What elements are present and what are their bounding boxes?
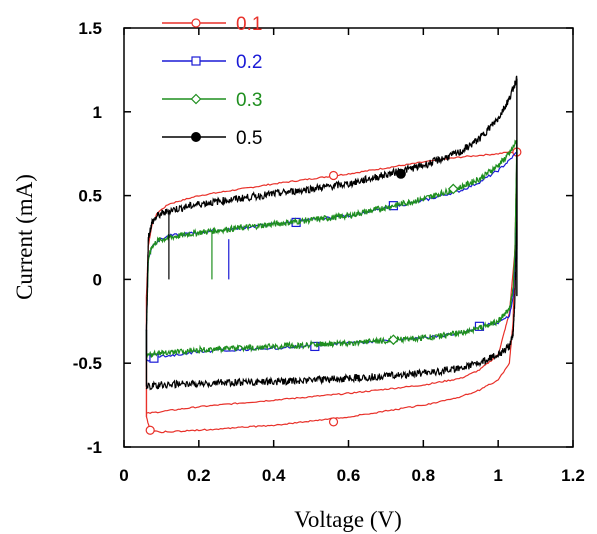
x-tick-label: 0.8 bbox=[412, 466, 436, 485]
series-marker bbox=[388, 334, 399, 346]
series-marker bbox=[191, 132, 201, 142]
x-tick-label: 1 bbox=[493, 466, 502, 485]
series-line-lower bbox=[146, 151, 518, 362]
series-line-upper bbox=[145, 139, 518, 329]
axes-layer: 0 0.2 0.4 0.6 0.8 1 1.2 -1 -0.5 0 0.5 1 1.5 bbox=[73, 19, 585, 485]
series-marker bbox=[328, 170, 339, 181]
series-marker bbox=[447, 183, 459, 195]
y-tick-label: 0 bbox=[93, 270, 102, 289]
series-0.1 bbox=[145, 147, 522, 435]
series-marker bbox=[191, 18, 201, 28]
x-axis-title: Voltage (V) bbox=[294, 507, 402, 532]
series-line-branch bbox=[146, 229, 518, 414]
series-marker bbox=[395, 168, 406, 179]
series-line-upper bbox=[145, 75, 518, 331]
series-0.5 bbox=[145, 75, 518, 391]
legend-label: 0.3 bbox=[236, 90, 262, 111]
legend: 0.1 0.2 0.3 0.5 bbox=[162, 14, 262, 149]
series-marker bbox=[190, 93, 202, 105]
series-marker bbox=[145, 425, 155, 435]
y-tick-label: 1 bbox=[93, 103, 102, 122]
y-axis-title: Current (mA) bbox=[12, 174, 37, 300]
y-tick-label: 0.5 bbox=[78, 187, 102, 206]
series-line-lower bbox=[145, 151, 518, 434]
x-tick-label: 0.6 bbox=[337, 466, 361, 485]
y-tick-label: 1.5 bbox=[78, 19, 102, 38]
x-tick-label: 0.4 bbox=[262, 466, 286, 485]
series-line-lower bbox=[145, 140, 518, 359]
series-marker bbox=[191, 56, 201, 66]
legend-label: 0.5 bbox=[236, 128, 262, 149]
legend-label: 0.1 bbox=[236, 14, 262, 35]
series-marker bbox=[328, 417, 339, 427]
series-layer bbox=[145, 75, 522, 435]
y-tick-label: -1 bbox=[87, 438, 102, 457]
x-tick-label: 0.2 bbox=[187, 466, 211, 485]
x-tick-label: 1.2 bbox=[561, 466, 585, 485]
series-line-lower bbox=[145, 221, 518, 391]
y-tick-label: -0.5 bbox=[73, 354, 102, 373]
x-tick-label: 0 bbox=[119, 466, 128, 485]
legend-label: 0.2 bbox=[236, 52, 262, 73]
